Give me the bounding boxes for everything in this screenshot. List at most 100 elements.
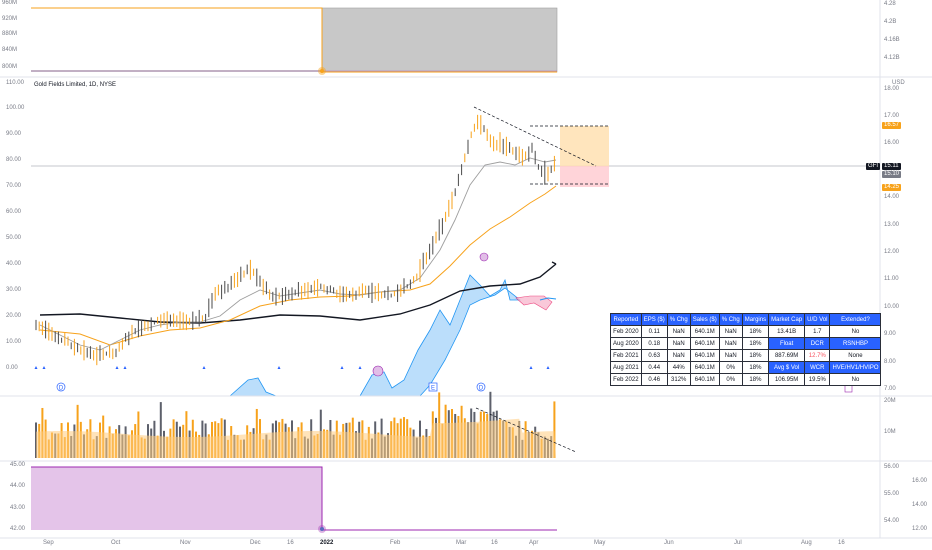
table-cell: WCR xyxy=(804,361,831,374)
chart-title[interactable]: Gold Fields Limited, 1D, NYSE xyxy=(34,82,117,88)
signal-marker xyxy=(123,366,127,369)
table-cell: 18% xyxy=(741,337,770,350)
bottom-pane xyxy=(31,466,557,533)
table-cell: 0.44 xyxy=(640,361,668,374)
table-cell: No xyxy=(829,325,882,338)
main-left-tick: 90.00 xyxy=(6,131,22,137)
volume-trendline[interactable] xyxy=(475,407,577,453)
eps-header-cell: Margins xyxy=(741,313,770,326)
table-cell: 640.1M xyxy=(689,337,720,350)
top-pane xyxy=(31,7,558,75)
signal-marker xyxy=(529,366,533,369)
bottom-purple-line xyxy=(31,466,557,531)
top-pane-gray-area xyxy=(321,7,558,73)
main-right-tick: 8.00 xyxy=(884,359,896,365)
top-right-tick: 4.28 xyxy=(884,1,896,7)
volume-average-area xyxy=(36,418,556,458)
signal-marker xyxy=(202,366,206,369)
event-marker-1[interactable]: D xyxy=(56,382,66,392)
time-tick: Nov xyxy=(180,540,191,546)
price-tag-last-sub: 15.10 xyxy=(882,171,902,178)
main-right-tick: 15.00 xyxy=(884,167,900,173)
table-cell: 106.95M xyxy=(768,373,806,386)
table-cell: Float xyxy=(768,337,806,350)
time-tick: 16 xyxy=(838,540,845,546)
signal-marker xyxy=(546,366,550,369)
time-tick: May xyxy=(594,540,606,546)
table-cell: 18% xyxy=(741,349,770,362)
table-cell: Aug 2021 xyxy=(610,361,642,374)
target-zone[interactable] xyxy=(560,126,609,167)
price-bars xyxy=(35,114,555,366)
table-cell: RSNHBP xyxy=(829,337,882,350)
bottom-left-tick: 43.00 xyxy=(10,505,26,511)
price-tag-stop: 14.25 xyxy=(882,184,902,191)
table-cell: Feb 2021 xyxy=(610,349,642,362)
table-cell: 0.46 xyxy=(640,373,668,386)
volume-pane xyxy=(35,391,577,458)
volume-tick: 10M xyxy=(884,429,896,435)
table-cell: 18% xyxy=(741,361,770,374)
ma-20-line xyxy=(39,157,557,351)
price-tag-symbol: GFI xyxy=(866,163,880,170)
table-cell: 640.1M xyxy=(689,361,720,374)
table-cell: Feb 2020 xyxy=(610,325,642,338)
volume-bar xyxy=(553,401,556,458)
top-pane-orange-line xyxy=(31,7,557,73)
table-cell: 640.1M xyxy=(689,373,720,386)
time-tick: 16 xyxy=(287,540,294,546)
top-pane-marker xyxy=(320,69,324,73)
table-cell: 0.18 xyxy=(640,337,668,350)
main-left-tick: 0.00 xyxy=(6,365,18,371)
main-left-tick: 10.00 xyxy=(6,339,22,345)
main-right-tick: 7.00 xyxy=(884,386,896,392)
time-tick: Apr xyxy=(529,540,539,546)
table-cell: NaN xyxy=(666,325,691,338)
volume-tick: 20M xyxy=(884,398,896,404)
eps-header-cell: Reported xyxy=(610,313,642,326)
table-cell: 640.1M xyxy=(689,349,720,362)
time-axis[interactable]: Sep Oct Nov Dec 16 2022 Feb Mar 16 Apr M… xyxy=(0,540,880,550)
volume-bar xyxy=(159,402,162,458)
bottom-far-right-tick: 14.00 xyxy=(912,502,928,508)
table-cell: 18% xyxy=(741,373,770,386)
top-left-tick: 880M xyxy=(2,31,18,37)
main-right-tick: 10.00 xyxy=(884,304,900,310)
table-cell: 12.7% xyxy=(804,349,831,362)
bottom-far-right-axis: 16.00 14.00 12.00 xyxy=(912,478,932,534)
price-tag-last: 15.11 xyxy=(882,163,901,170)
event-marker-2[interactable]: E xyxy=(428,382,438,392)
table-cell: No xyxy=(829,373,882,386)
table-cell: 13.41B xyxy=(768,325,806,338)
top-right-tick: 4.16B xyxy=(884,37,900,43)
event-marker-3[interactable]: D xyxy=(476,382,486,392)
bottom-left-tick: 45.00 xyxy=(10,462,26,468)
eps-header-cell: % Chg xyxy=(718,313,743,326)
signal-marker xyxy=(277,366,281,369)
ma-50-line xyxy=(39,185,557,346)
table-cell: 312% xyxy=(666,373,691,386)
ma-200-line xyxy=(39,263,557,324)
time-tick-year: 2022 xyxy=(320,540,334,546)
bottom-right-axis: 56.00 55.00 54.00 xyxy=(884,464,906,534)
top-pane-left-axis: 960M 920M 880M 840M 800M xyxy=(2,0,30,77)
table-cell: NaN xyxy=(666,337,691,350)
time-tick: Jun xyxy=(664,540,674,546)
volume-bar xyxy=(255,408,258,458)
eps-header-cell: Extended? xyxy=(829,313,882,326)
table-cell: Aug 2020 xyxy=(610,337,642,350)
table-cell: 0.11 xyxy=(640,325,668,338)
stop-zone[interactable] xyxy=(560,166,609,187)
table-cell: NaN xyxy=(718,325,743,338)
purple-dot-2 xyxy=(479,252,489,262)
main-pane: D E D xyxy=(31,106,880,397)
price-tag-target: 16.57 xyxy=(882,122,902,129)
main-right-tick: 12.00 xyxy=(884,249,900,255)
table-row: Aug 2021 0.44 44% 640.1M 0% 18% Avg $ Vo… xyxy=(610,361,882,374)
event-marker-1-label: D xyxy=(59,386,64,392)
signal-marker xyxy=(42,366,46,369)
time-tick: Sep xyxy=(43,540,54,546)
bottom-marker xyxy=(320,527,324,531)
trendline-dashed[interactable] xyxy=(473,106,597,167)
